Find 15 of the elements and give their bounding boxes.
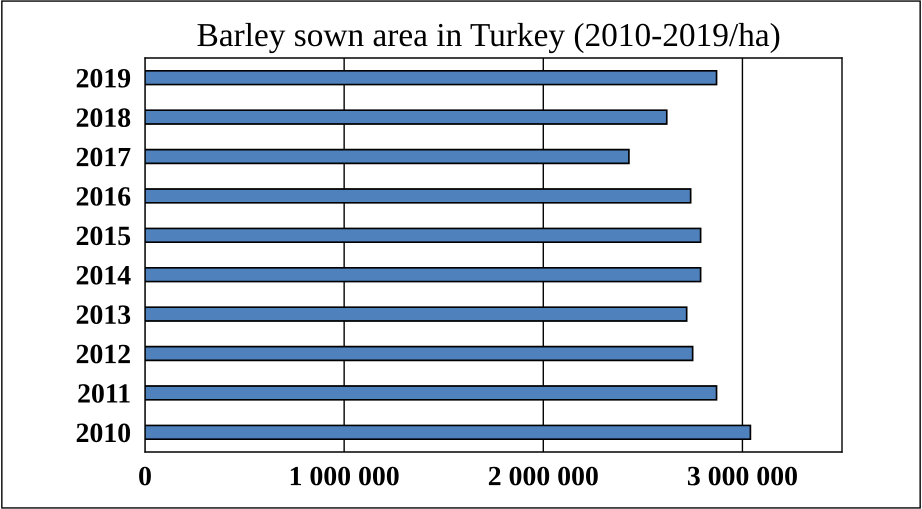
y-tick-label: 2015 <box>76 226 130 246</box>
x-tick-label: 0 <box>139 466 151 486</box>
y-tick-label: 2013 <box>76 305 130 324</box>
y-tick-label: 2012 <box>76 344 130 364</box>
y-tick-label: 2018 <box>76 108 130 128</box>
y-tick-label: 2016 <box>76 187 130 206</box>
x-tick-label: 2 000 000 <box>488 466 598 486</box>
y-tick-label: 2010 <box>76 423 130 442</box>
y-tick-label: 2011 <box>78 384 130 403</box>
y-tick-label: 2014 <box>76 266 131 285</box>
y-tick-label: 2019 <box>76 68 130 88</box>
y-tick-label: 2017 <box>76 148 130 166</box>
x-tick-label: 3 000 000 <box>688 466 797 486</box>
chart-title: Barley sown area in Turkey (2010-2019/ha) <box>198 22 780 54</box>
x-tick-label: 1 000 000 <box>290 466 399 486</box>
